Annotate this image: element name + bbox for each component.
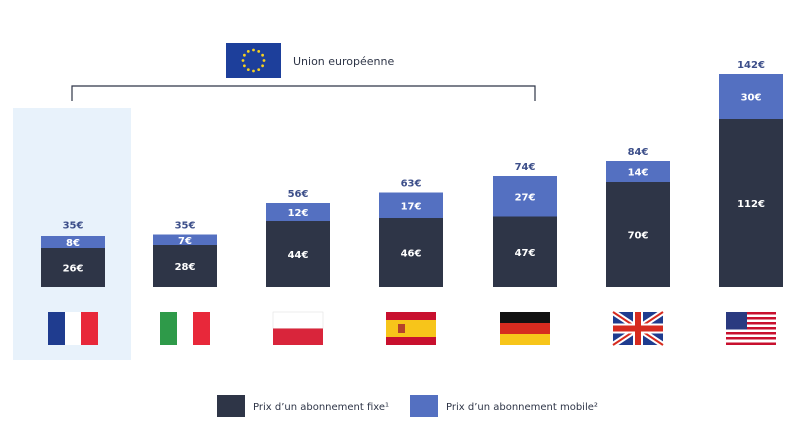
bar-segment bbox=[379, 218, 443, 287]
annotation: Union européenne bbox=[293, 55, 394, 68]
value-label: 44€ bbox=[288, 250, 309, 261]
value-label: 17€ bbox=[401, 201, 422, 212]
total-label: 74€ bbox=[515, 162, 536, 173]
value-label: 46€ bbox=[401, 249, 422, 260]
value-label: 14€ bbox=[628, 168, 649, 179]
value-label: 70€ bbox=[628, 231, 649, 242]
flag-spain bbox=[386, 312, 436, 345]
bar-segment bbox=[153, 234, 217, 245]
bar-segment bbox=[719, 74, 783, 119]
value-label: 27€ bbox=[515, 192, 536, 203]
bar-segment bbox=[493, 176, 557, 217]
value-label: 30€ bbox=[741, 93, 762, 104]
value-label: 7€ bbox=[178, 236, 192, 247]
bar-segment bbox=[41, 236, 105, 248]
bar-segment bbox=[266, 221, 330, 287]
bar-segment bbox=[41, 248, 105, 287]
legend-label: Prix d’un abonnement fixe¹ bbox=[253, 402, 389, 413]
total-label: 63€ bbox=[401, 179, 422, 190]
flag-poland bbox=[272, 311, 324, 345]
value-label: 47€ bbox=[515, 248, 536, 259]
flag-uk bbox=[611, 309, 665, 348]
bar-segment bbox=[153, 245, 217, 287]
legend-swatch bbox=[217, 395, 245, 417]
eu-bracket bbox=[71, 85, 536, 101]
value-label: 112€ bbox=[737, 199, 765, 210]
legend-swatch bbox=[410, 395, 438, 417]
value-label: 28€ bbox=[175, 262, 196, 273]
eu-flag bbox=[226, 43, 281, 78]
flag-italy bbox=[160, 312, 210, 345]
total-label: 35€ bbox=[175, 221, 196, 232]
flag-germany bbox=[500, 312, 550, 345]
bar-segment bbox=[719, 119, 783, 287]
total-label: 142€ bbox=[737, 60, 765, 71]
flag-usa bbox=[726, 312, 776, 345]
total-label: 56€ bbox=[288, 189, 309, 200]
total-label: 35€ bbox=[63, 221, 84, 232]
value-label: 26€ bbox=[63, 264, 84, 275]
bar-segment bbox=[606, 182, 670, 287]
legend-label: Prix d’un abonnement mobile² bbox=[446, 402, 598, 413]
total-label: 84€ bbox=[628, 147, 649, 158]
flag-france bbox=[48, 312, 98, 345]
value-label: 12€ bbox=[288, 208, 309, 219]
bar-segment bbox=[606, 161, 670, 182]
bar-segment bbox=[379, 192, 443, 218]
value-label: 8€ bbox=[66, 238, 80, 249]
bar-segment bbox=[266, 203, 330, 221]
bar-segment bbox=[493, 216, 557, 287]
